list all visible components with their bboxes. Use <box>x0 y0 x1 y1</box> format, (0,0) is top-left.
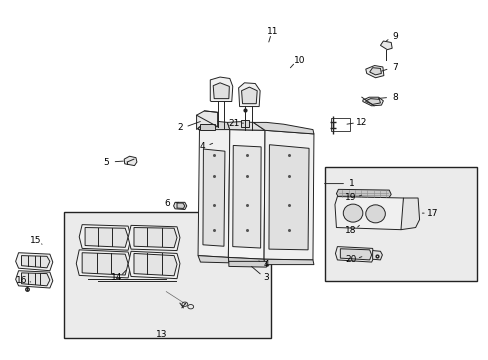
Ellipse shape <box>365 205 385 223</box>
Text: 6: 6 <box>164 199 170 208</box>
Polygon shape <box>124 156 137 166</box>
Text: 7: 7 <box>391 63 397 72</box>
Text: 17: 17 <box>426 209 438 217</box>
Polygon shape <box>21 256 50 268</box>
Text: 2: 2 <box>177 123 183 132</box>
Text: 20: 20 <box>345 255 356 264</box>
Polygon shape <box>200 124 215 130</box>
Polygon shape <box>227 122 264 130</box>
Polygon shape <box>238 83 260 107</box>
Text: 11: 11 <box>266 27 278 36</box>
Text: 15: 15 <box>29 236 41 245</box>
Text: 13: 13 <box>155 330 167 338</box>
Polygon shape <box>335 247 373 262</box>
Text: 1: 1 <box>348 179 354 188</box>
Polygon shape <box>134 253 177 276</box>
Polygon shape <box>228 261 266 267</box>
Text: 8: 8 <box>391 93 397 102</box>
Text: 19: 19 <box>345 193 356 202</box>
Text: 21: 21 <box>227 119 239 128</box>
Polygon shape <box>268 145 308 250</box>
Polygon shape <box>253 122 313 134</box>
Polygon shape <box>380 41 391 50</box>
Polygon shape <box>340 249 371 260</box>
Polygon shape <box>210 77 232 102</box>
Polygon shape <box>336 189 390 198</box>
Text: 18: 18 <box>345 226 356 235</box>
Bar <box>330 118 349 131</box>
Polygon shape <box>232 145 261 248</box>
Polygon shape <box>16 271 53 288</box>
Polygon shape <box>79 225 131 250</box>
Polygon shape <box>82 253 128 275</box>
Text: 16: 16 <box>16 276 28 284</box>
Polygon shape <box>241 87 257 104</box>
Text: 3: 3 <box>263 273 269 282</box>
Ellipse shape <box>343 204 362 222</box>
Text: 12: 12 <box>355 118 367 127</box>
Polygon shape <box>177 203 184 208</box>
Polygon shape <box>134 228 177 248</box>
Polygon shape <box>76 250 131 278</box>
Polygon shape <box>173 202 186 210</box>
Text: 9: 9 <box>391 32 397 41</box>
Polygon shape <box>264 259 313 265</box>
Polygon shape <box>203 149 224 246</box>
Polygon shape <box>85 228 128 247</box>
Text: 5: 5 <box>103 158 109 166</box>
Polygon shape <box>240 120 249 127</box>
Polygon shape <box>198 256 228 263</box>
Polygon shape <box>365 99 380 104</box>
Polygon shape <box>400 198 419 230</box>
Polygon shape <box>21 273 50 286</box>
Text: 14: 14 <box>110 274 122 282</box>
Text: 4: 4 <box>263 260 269 269</box>
Polygon shape <box>198 127 229 257</box>
Bar <box>325 167 476 281</box>
Bar <box>63 212 271 338</box>
Text: 10: 10 <box>293 56 305 65</box>
Polygon shape <box>128 251 180 279</box>
Text: 4: 4 <box>199 142 204 151</box>
Polygon shape <box>228 130 264 259</box>
Polygon shape <box>198 121 229 130</box>
Polygon shape <box>128 225 180 251</box>
Polygon shape <box>228 257 264 265</box>
Polygon shape <box>365 66 383 78</box>
Polygon shape <box>334 197 404 230</box>
Polygon shape <box>196 111 217 130</box>
Polygon shape <box>369 68 381 75</box>
Polygon shape <box>213 83 229 99</box>
Polygon shape <box>362 97 383 106</box>
Polygon shape <box>372 251 382 260</box>
Polygon shape <box>264 130 313 260</box>
Polygon shape <box>16 253 53 271</box>
